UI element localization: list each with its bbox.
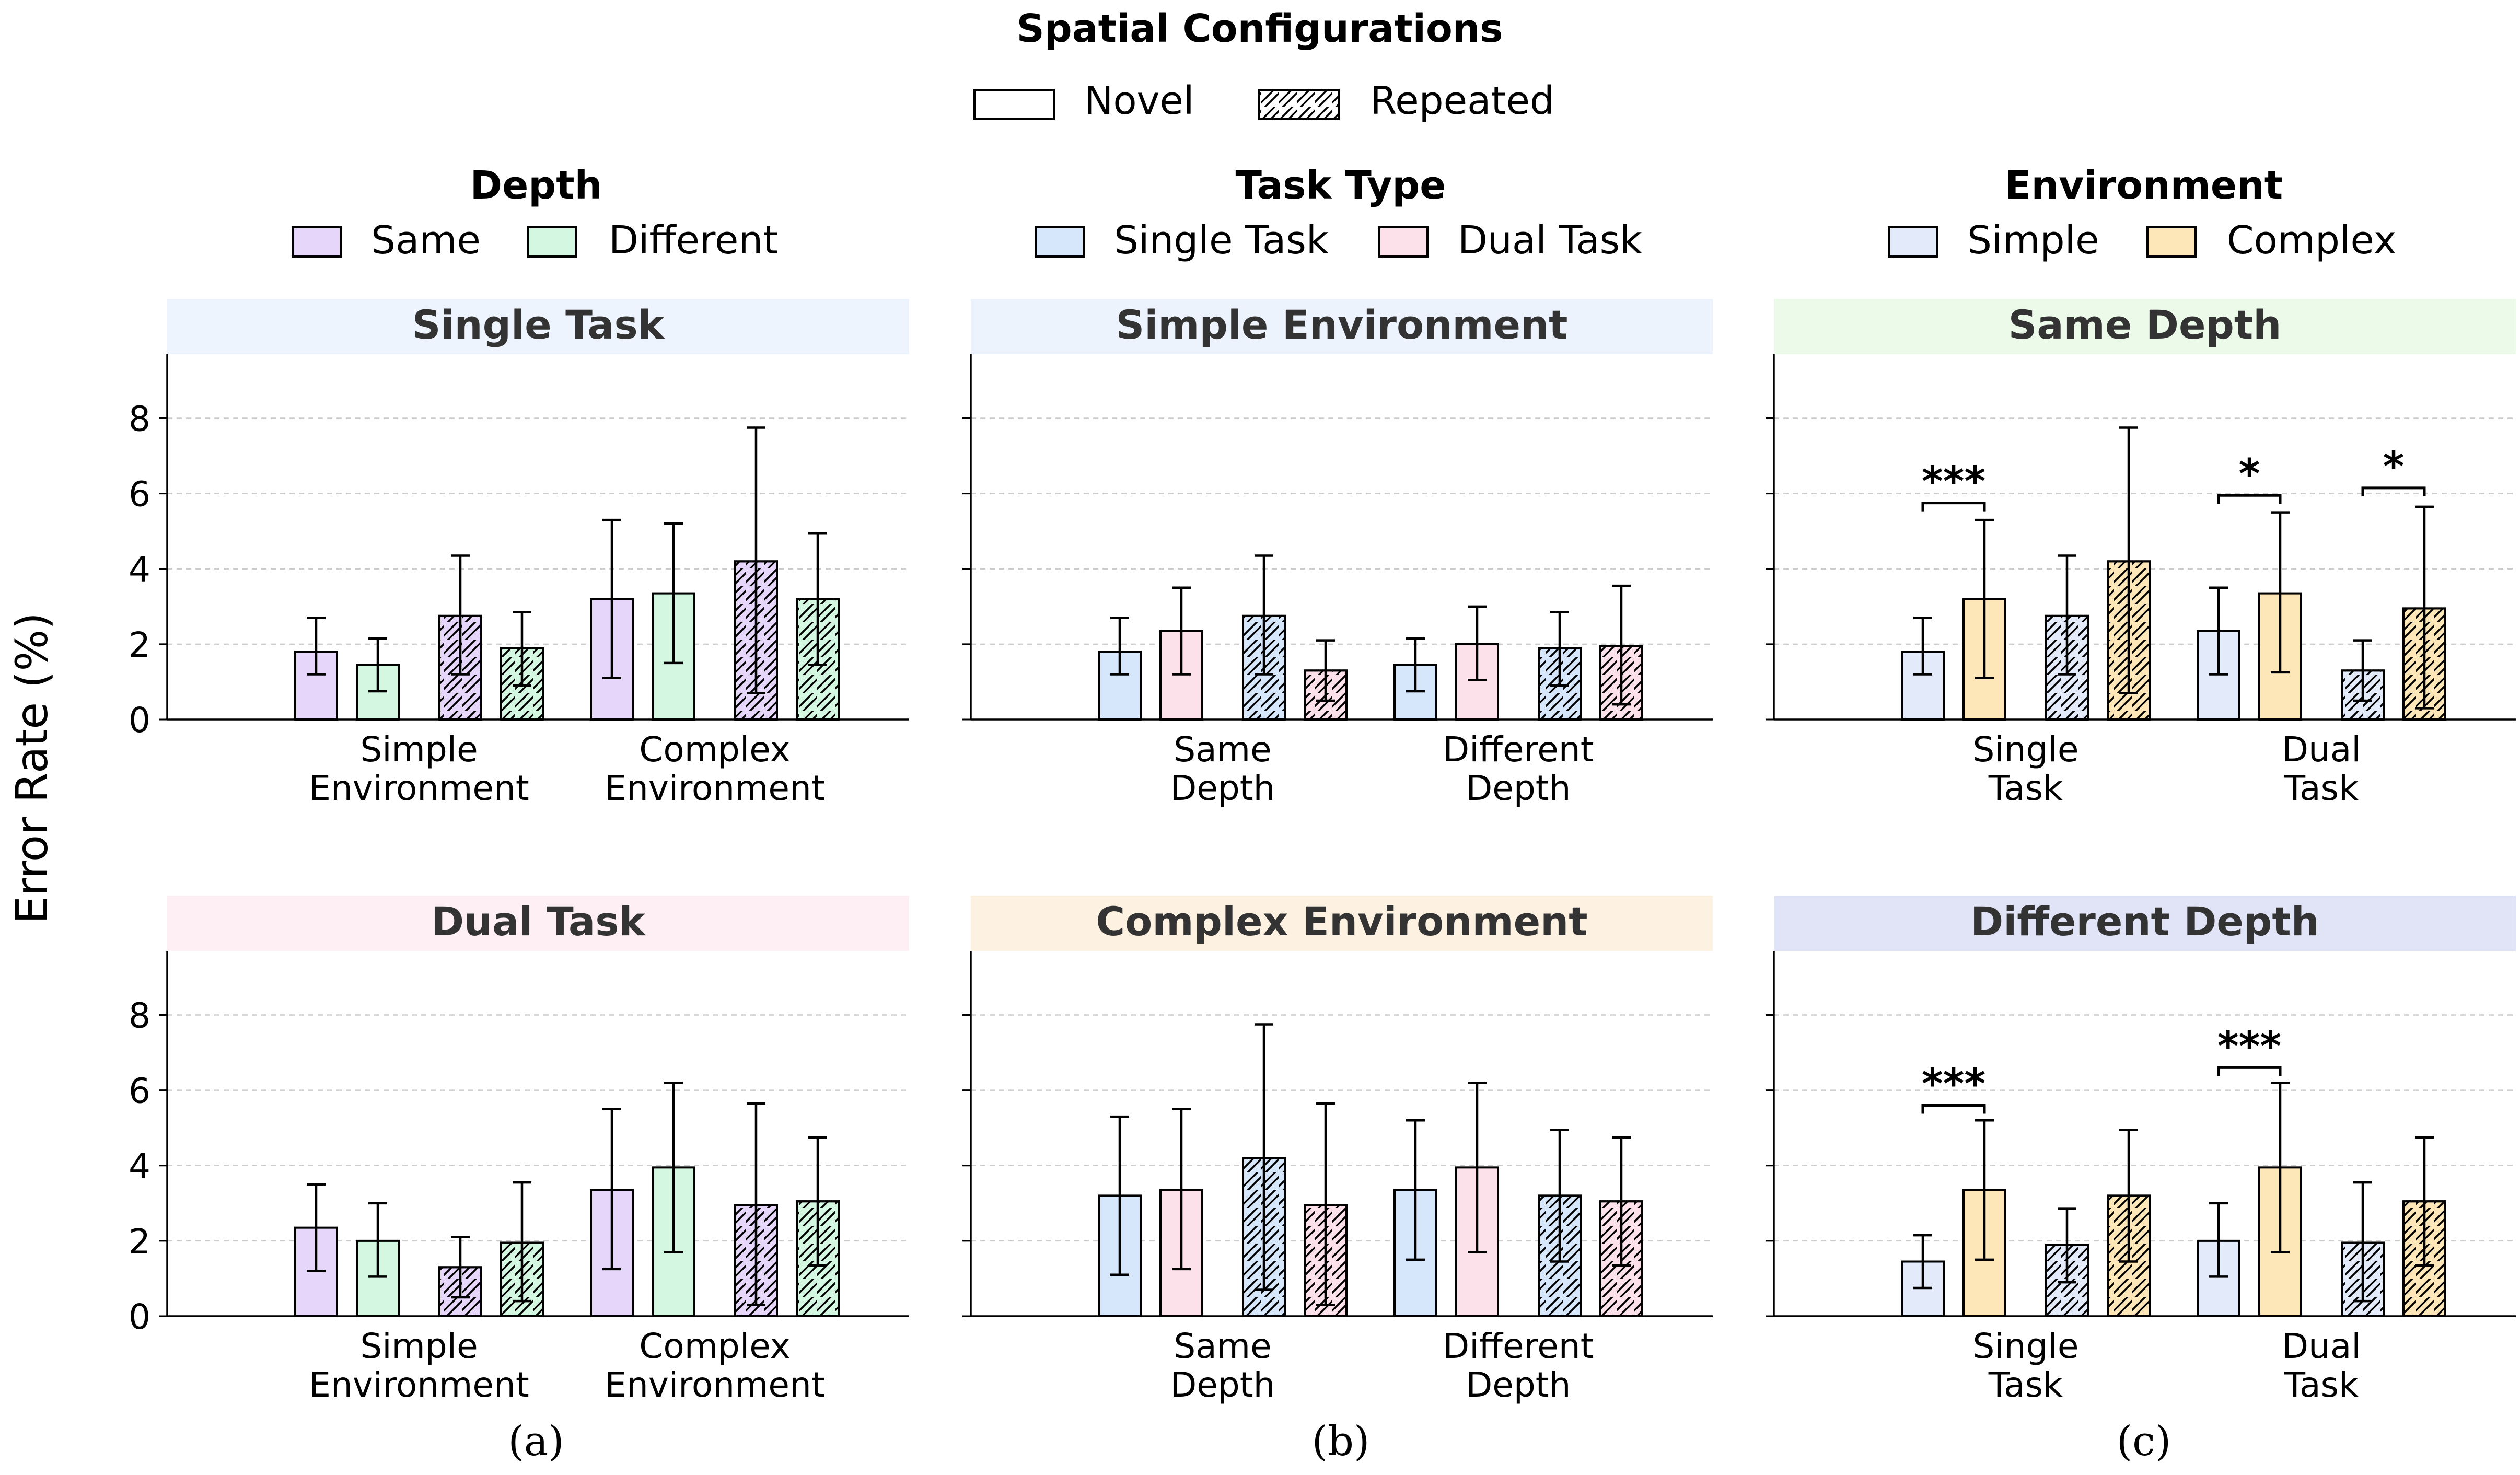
significance-label: * [2239,451,2260,498]
y-axis-label: Error Rate (%) [6,612,57,924]
panel-strip [1774,299,2516,354]
caption-c: (c) [2117,1418,2171,1465]
y-tick-label: 8 [129,996,150,1036]
x-tick-label: Dual [2282,1326,2361,1366]
x-tick-label: Depth [1170,768,1275,808]
legend-label-single-task: Single Task [1114,218,1329,263]
legend-label-complex: Complex [2227,218,2397,263]
x-tick-label: Dual [2282,729,2361,770]
y-tick-label: 2 [129,625,150,665]
legend-swatch-complex [2146,226,2197,258]
legend-swatch-single-task [1035,226,1085,258]
config-legend: Spatial Configurations Novel Repeated [973,6,1554,123]
x-tick-label: Single [1973,729,2079,770]
significance-label: * [2383,444,2405,491]
x-tick-label: Single [1973,1326,2079,1366]
legend-swatch-same [292,226,342,258]
y-tick-label: 0 [129,700,150,740]
x-tick-label: Task [2284,768,2359,808]
x-tick-label: Complex [639,729,791,770]
panel-title: Complex Environment [1096,898,1587,945]
panel-strip [167,299,909,354]
y-tick-label: 4 [129,1146,150,1187]
significance-bracket [2361,486,2426,496]
chart-panels: Single Task02468SimpleEnvironmentComplex… [129,299,2516,1405]
panel-b-top: Simple EnvironmentSameDepthDifferentDept… [962,299,1713,808]
column-c-legend: Environment Simple Complex [1888,163,2397,263]
significance-label: *** [1922,1061,1985,1108]
x-tick-label: Task [1988,768,2063,808]
legend-title-depth: Depth [470,163,602,208]
y-tick-label: 2 [129,1222,150,1262]
caption-a: (a) [508,1418,564,1465]
x-tick-label: Simple [360,1326,478,1366]
panel-a-bottom: Dual Task02468SimpleEnvironmentComplexEn… [129,896,909,1405]
legend-swatch-different [527,226,577,258]
x-tick-label: Environment [309,768,529,808]
significance-bracket [2217,1066,2282,1076]
legend-label-repeated: Repeated [1370,78,1554,123]
legend-title-environment: Environment [2005,163,2283,208]
x-tick-label: Depth [1170,1365,1275,1405]
x-tick-label: Task [1988,1365,2063,1405]
x-tick-label: Complex [639,1326,791,1366]
panel-title: Same Depth [2008,301,2282,348]
y-tick-label: 4 [129,550,150,590]
panel-title: Single Task [412,301,665,348]
panel-a-top: Single Task02468SimpleEnvironmentComplex… [129,299,909,808]
legend-label-same: Same [371,218,481,263]
significance-bracket [2217,494,2282,504]
y-tick-label: 8 [129,399,150,439]
legend-swatch-repeated [1258,89,1340,120]
legend-label-dual-task: Dual Task [1458,218,1642,263]
legend-label-different: Different [609,218,778,263]
panel-b-bottom: Complex EnvironmentSameDepthDifferentDep… [962,896,1713,1405]
x-tick-label: Depth [1466,768,1571,808]
x-tick-label: Different [1443,729,1594,770]
x-tick-label: Same [1174,1326,1271,1366]
significance-label: *** [2217,1023,2281,1070]
panel-title: Dual Task [431,898,646,945]
legend-swatch-novel [973,89,1055,120]
x-tick-label: Simple [360,729,478,770]
legend-label-novel: Novel [1084,78,1194,123]
column-a-legend: Depth Same Different [292,163,778,263]
legend-title-task-type: Task Type [1236,163,1446,208]
x-tick-label: Environment [605,768,824,808]
significance-bracket [1921,502,1986,512]
significance-bracket [1921,1104,1986,1114]
y-tick-label: 6 [129,474,150,515]
panel-strip [971,299,1713,354]
y-tick-label: 6 [129,1071,150,1111]
x-tick-label: Same [1174,729,1271,770]
panel-title: Different Depth [1970,898,2319,945]
legend-label-simple: Simple [1967,218,2099,263]
panel-strip [167,896,909,951]
significance-label: *** [1922,459,1985,506]
x-tick-label: Depth [1466,1365,1571,1405]
panel-strip [971,896,1713,951]
legend-swatch-dual-task [1378,226,1429,258]
panel-strip [1774,896,2516,951]
x-tick-label: Task [2284,1365,2359,1405]
x-tick-label: Environment [309,1365,529,1405]
panel-title: Simple Environment [1116,301,1567,348]
column-b-legend: Task Type Single Task Dual Task [1035,163,1642,263]
legend-swatch-simple [1888,226,1938,258]
x-tick-label: Environment [605,1365,824,1405]
config-legend-title: Spatial Configurations [1016,6,1503,51]
x-tick-label: Different [1443,1326,1594,1366]
caption-b: (b) [1312,1418,1370,1465]
y-tick-label: 0 [129,1297,150,1337]
